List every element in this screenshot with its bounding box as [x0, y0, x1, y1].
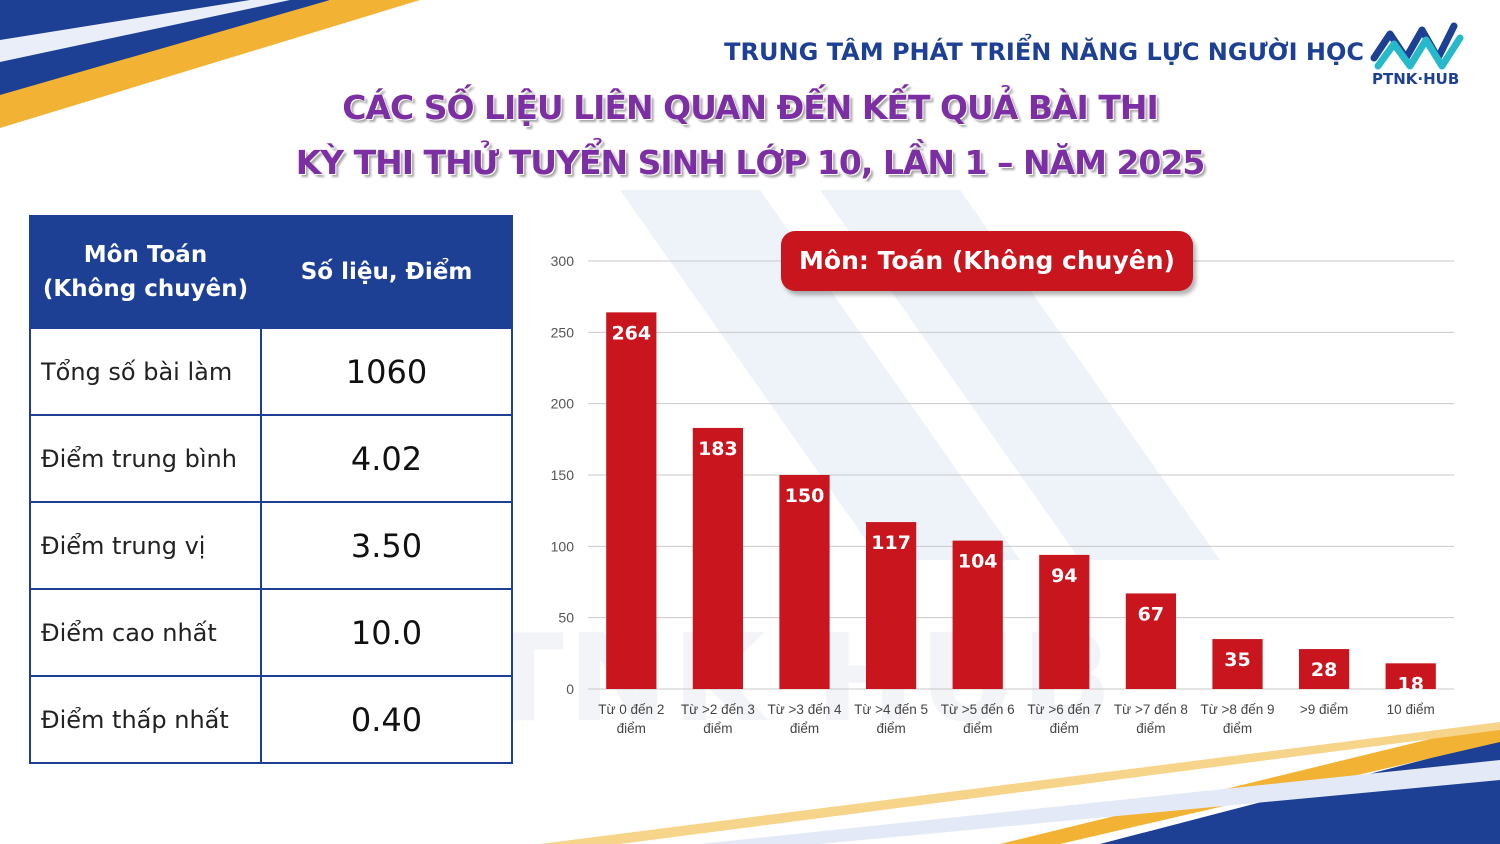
x-tick-label: >9 điểm — [1300, 702, 1348, 717]
bar — [779, 475, 830, 689]
x-tick-label: Từ >8 đến 9 — [1201, 702, 1275, 717]
row-value: 10.0 — [260, 588, 513, 677]
table-row: Điểm thấp nhất 0.40 — [29, 675, 513, 764]
statistics-table: Môn Toán (Không chuyên) Số liệu, Điểm Tổ… — [29, 215, 513, 764]
ptnk-hub-logo-icon — [1370, 22, 1464, 70]
table-row: Điểm trung vị 3.50 — [29, 501, 513, 590]
row-label: Điểm trung vị — [29, 501, 262, 590]
row-value: 0.40 — [260, 675, 513, 764]
y-tick-label: 150 — [551, 467, 575, 483]
data-label: 117 — [871, 532, 911, 554]
bar — [692, 427, 744, 689]
table-row: Điểm cao nhất 10.0 — [29, 588, 513, 677]
bar — [1125, 593, 1177, 689]
table-header-row: Môn Toán (Không chuyên) Số liệu, Điểm — [29, 215, 513, 329]
logo-text: PTNK·HUB — [1372, 70, 1460, 88]
y-tick-label: 250 — [551, 324, 575, 340]
y-tick-label: 200 — [551, 396, 575, 412]
x-tick-label: Từ >6 đến 7 — [1027, 702, 1101, 717]
x-tick-label: điểm — [790, 721, 819, 736]
header-subject-line2: (Không chuyên) — [42, 276, 249, 302]
row-label: Điểm thấp nhất — [29, 675, 262, 764]
y-tick-label: 0 — [566, 681, 574, 697]
data-label: 94 — [1051, 565, 1077, 587]
data-label: 104 — [958, 551, 998, 573]
header-subject-line1: Môn Toán — [83, 242, 208, 268]
x-tick-label: điểm — [1223, 721, 1252, 736]
y-tick-label: 50 — [558, 610, 574, 626]
x-tick-label: điểm — [617, 721, 646, 736]
bar — [1212, 639, 1263, 689]
header-value: Số liệu, Điểm — [260, 215, 513, 329]
row-label: Tổng số bài làm — [29, 327, 262, 416]
bar — [952, 540, 1003, 689]
x-tick-label: điểm — [963, 721, 992, 736]
organization-name: TRUNG TÂM PHÁT TRIỂN NĂNG LỰC NGƯỜI HỌC — [724, 38, 1364, 66]
bar-chart: 0 50 100 150 200 250 300 264 Từ 0 đến 2 điểm 183 Từ… — [551, 253, 1454, 736]
x-tick-label: điểm — [1050, 721, 1079, 736]
row-value: 1060 — [260, 327, 513, 416]
data-label: 150 — [785, 485, 825, 507]
bar — [865, 522, 917, 689]
data-label: 67 — [1138, 603, 1164, 625]
bar — [1298, 649, 1350, 689]
row-label: Điểm trung bình — [29, 414, 262, 503]
data-label: 28 — [1311, 659, 1337, 681]
x-tick-label: Từ >7 đến 8 — [1114, 702, 1188, 717]
x-tick-label: Từ >3 đến 4 — [768, 702, 842, 717]
x-tick-label: điểm — [876, 721, 905, 736]
x-tick-label: Từ >5 đến 6 — [941, 702, 1015, 717]
table-row: Điểm trung bình 4.02 — [29, 414, 513, 503]
page-title-line1: CÁC SỐ LIỆU LIÊN QUAN ĐẾN KẾT QUẢ BÀI TH… — [342, 88, 1159, 127]
header-subject: Môn Toán (Không chuyên) — [29, 215, 262, 329]
x-tick-label: Từ >2 đến 3 — [681, 702, 755, 717]
row-value: 4.02 — [260, 414, 513, 503]
page-title-line2: KỲ THI THỬ TUYỂN SINH LỚP 10, LẦN 1 – NĂ… — [295, 143, 1206, 182]
x-tick-label: điểm — [1136, 721, 1165, 736]
table-row: Tổng số bài làm 1060 — [29, 327, 513, 416]
data-label: 18 — [1397, 673, 1423, 695]
bar — [1385, 663, 1436, 689]
x-tick-label: điểm — [703, 721, 732, 736]
data-label: 264 — [611, 322, 651, 344]
row-label: Điểm cao nhất — [29, 588, 262, 677]
data-label: 35 — [1224, 649, 1250, 671]
data-label: 183 — [698, 438, 738, 460]
y-tick-label: 100 — [551, 538, 575, 554]
x-tick-label: Từ 0 đến 2 — [598, 702, 664, 717]
x-tick-label: 10 điểm — [1387, 702, 1435, 717]
y-tick-label: 300 — [551, 253, 575, 269]
bar — [606, 312, 657, 689]
row-value: 3.50 — [260, 501, 513, 590]
chart-title: Môn: Toán (Không chuyên) — [781, 231, 1193, 291]
x-tick-label: Từ >4 đến 5 — [854, 702, 928, 717]
bar — [1039, 554, 1090, 689]
